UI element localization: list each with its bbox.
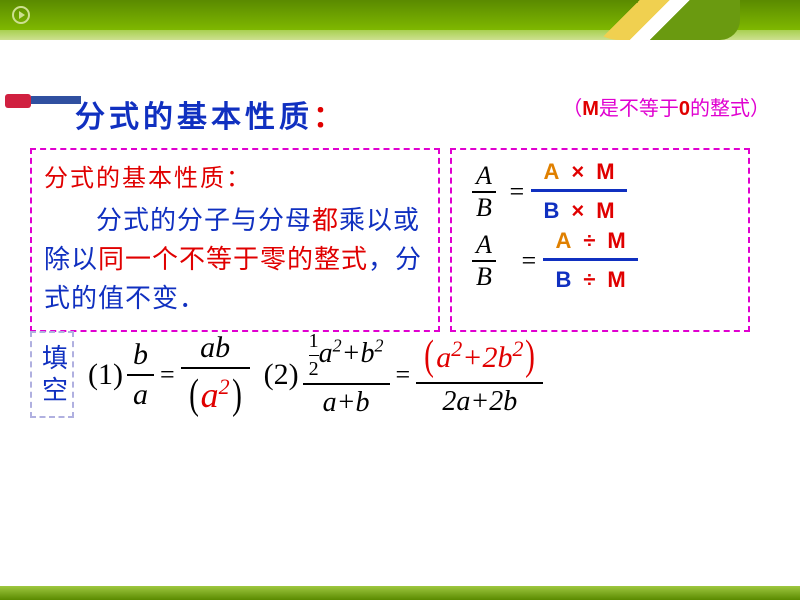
content-row: 分式的基本性质： 分式的分子与分母都乘以或除以同一个不等于零的整式，分式的值不变…: [30, 148, 770, 332]
ex1-ans-sup: 2: [219, 374, 230, 399]
mult-op1: ×: [565, 158, 590, 185]
mult-m2: M: [590, 197, 620, 224]
desc-part1: 分式的分子与分母: [96, 206, 312, 235]
paren-left-icon-2: (: [424, 332, 434, 380]
slide-content: 分式的基本性质： （M是不等于0的整式） 分式的基本性质： 分式的分子与分母都乘…: [30, 92, 770, 332]
div-op1: ÷: [577, 227, 601, 254]
title-colon: ：: [313, 101, 347, 134]
title-text: 分式的基本性质: [75, 101, 313, 134]
ex1-num2: ab: [194, 331, 236, 365]
ex1-rhs: ab ( a2 ): [181, 331, 250, 419]
ex1-ans-base: a: [201, 375, 219, 415]
formula-divide: A B = A÷M B÷M: [466, 227, 734, 294]
definition-text: 分式的分子与分母都乘以或除以同一个不等于零的整式，分式的值不变．: [44, 201, 426, 318]
ex2-answer: a2+2b2: [436, 336, 523, 375]
play-icon[interactable]: [12, 6, 30, 24]
ex2-ans-rest: +2b: [462, 341, 512, 374]
ex2-ans-a: a: [436, 341, 451, 374]
footer-bar: [0, 586, 800, 600]
one-half: 12: [309, 330, 319, 381]
fraction-ab-1: A B: [472, 161, 496, 223]
exercise-2: (2) 12 a2+b2 a+b = ( a2+2b2 ) 2a+2b: [264, 330, 544, 419]
frac-num-a: A: [472, 161, 496, 191]
ex2-label: (2): [264, 358, 299, 392]
definition-box: 分式的基本性质： 分式的分子与分母都乘以或除以同一个不等于零的整式，分式的值不变…: [30, 148, 440, 332]
div-m1: M: [601, 227, 631, 254]
ex1-label: (1): [88, 358, 123, 392]
ex2-numerator: 12 a2+b2: [303, 330, 390, 381]
ex1-eq: =: [160, 360, 175, 390]
ex2-answer-paren: ( a2+2b2 ): [416, 332, 543, 380]
div-b: B: [549, 266, 577, 293]
desc-emphasis2: 同一个不等于零的整式: [98, 245, 368, 274]
fill-char1: 填: [42, 344, 68, 373]
ex1-num: b: [127, 338, 154, 372]
ex2-den1: a+b: [317, 387, 376, 419]
equals-sign: =: [508, 177, 526, 207]
ex2-eq: =: [396, 360, 411, 390]
frac2-den-b: B: [472, 262, 496, 292]
paren-left-icon: (: [189, 371, 199, 419]
ex1-answer-paren: ( a2 ): [181, 371, 250, 419]
exercise-row: 填 空 (1) b a = ab ( a2 ) (2) 12 a2+b2: [30, 330, 770, 419]
div-op2: ÷: [577, 266, 601, 293]
fraction-ab-2: A B: [472, 230, 496, 292]
ex2-den2: 2a+2b: [436, 386, 523, 418]
frac2-num-a: A: [472, 230, 496, 260]
subtitle: 分式的基本性质：: [44, 158, 426, 193]
ex2-lhs: 12 a2+b2 a+b: [303, 330, 390, 419]
note-mid: 是不等于: [599, 98, 679, 120]
ex1-den: a: [127, 378, 154, 412]
fraction-div: A÷M B÷M: [543, 227, 637, 294]
ex1-answer: a2: [201, 374, 230, 416]
frac-den-b: B: [472, 193, 496, 223]
formula-box: A B = A×M B×M A B = A÷M: [450, 148, 750, 332]
exercise-1: (1) b a = ab ( a2 ): [88, 331, 250, 419]
fill-char2: 空: [42, 376, 68, 405]
formula-multiply: A B = A×M B×M: [466, 158, 734, 225]
desc-emphasis1: 都: [312, 206, 339, 235]
ex1-lhs: b a: [127, 338, 154, 412]
mult-b: B: [537, 197, 565, 224]
mult-a: A: [537, 158, 565, 185]
fill-blank-label: 填 空: [30, 331, 74, 417]
paren-right-icon-2: ): [526, 332, 536, 380]
fraction-mult: A×M B×M: [531, 158, 626, 225]
div-m2: M: [601, 266, 631, 293]
mult-m1: M: [590, 158, 620, 185]
half-bot: 2: [309, 358, 319, 381]
note-zero: 0: [679, 98, 690, 120]
div-a: A: [549, 227, 577, 254]
paren-right-icon: ): [232, 371, 242, 419]
note-variable-m: M: [582, 98, 599, 120]
mult-op2: ×: [565, 197, 590, 224]
half-top: 1: [309, 330, 319, 353]
note-paren-l: （: [562, 98, 582, 120]
condition-note: （M是不等于0的整式）: [562, 92, 770, 121]
ex2-a2b2: a2+b2: [319, 338, 384, 369]
equals-sign-2: =: [520, 246, 538, 276]
corner-decoration: [580, 0, 740, 40]
ex2-rhs: ( a2+2b2 ) 2a+2b: [416, 332, 543, 418]
note-paren-r: 的整式）: [690, 98, 770, 120]
